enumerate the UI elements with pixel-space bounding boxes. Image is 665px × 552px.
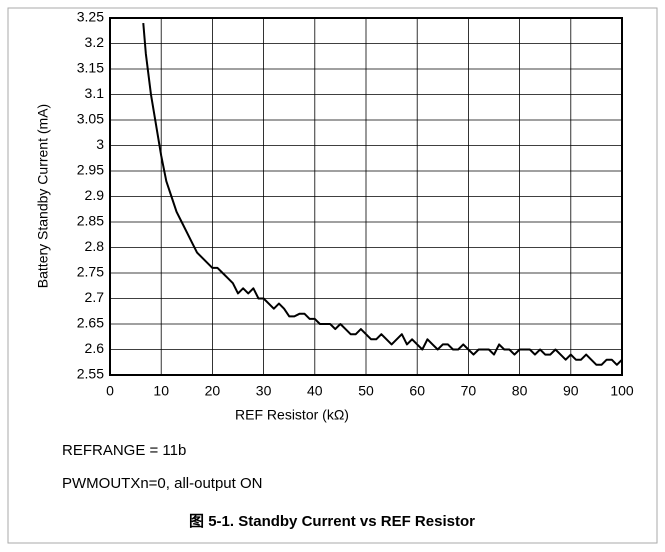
- figure-border: [7, 7, 658, 544]
- x-tick-label: 70: [461, 383, 477, 399]
- y-tick-label: 2.9: [85, 187, 105, 203]
- x-axis-label: REF Resistor (kΩ): [235, 407, 349, 423]
- x-tick-label: 0: [106, 383, 114, 399]
- x-tick-label: 100: [610, 383, 634, 399]
- y-tick-label: 2.65: [77, 315, 104, 331]
- y-tick-label: 2.6: [85, 340, 105, 356]
- note: REFRANGE = 11b: [62, 442, 186, 459]
- y-tick-label: 2.8: [85, 238, 105, 254]
- y-tick-label: 3: [96, 136, 104, 152]
- x-tick-label: 60: [409, 383, 425, 399]
- y-tick-label: 3.25: [77, 9, 104, 25]
- y-tick-label: 2.85: [77, 213, 104, 229]
- y-tick-label: 3.2: [85, 34, 105, 50]
- y-axis-label: Battery Standby Current (mA): [35, 104, 51, 288]
- y-tick-label: 3.1: [85, 85, 105, 101]
- x-tick-label: 40: [307, 383, 323, 399]
- caption: 图 5-1. Standby Current vs REF Resistor: [189, 513, 475, 530]
- note: PWMOUTXn=0, all-output ON: [62, 475, 262, 492]
- x-tick-label: 20: [205, 383, 221, 399]
- x-tick-label: 80: [512, 383, 528, 399]
- y-tick-label: 2.55: [77, 366, 104, 382]
- plot-frame: [109, 17, 623, 376]
- y-tick-label: 2.95: [77, 162, 104, 178]
- y-tick-label: 2.75: [77, 264, 104, 280]
- y-tick-label: 3.05: [77, 111, 104, 127]
- x-tick-label: 90: [563, 383, 579, 399]
- x-tick-label: 50: [358, 383, 374, 399]
- x-tick-label: 30: [256, 383, 272, 399]
- x-tick-label: 10: [153, 383, 169, 399]
- data-line: [142, 23, 623, 366]
- y-tick-label: 3.15: [77, 60, 104, 76]
- y-tick-label: 2.7: [85, 289, 105, 305]
